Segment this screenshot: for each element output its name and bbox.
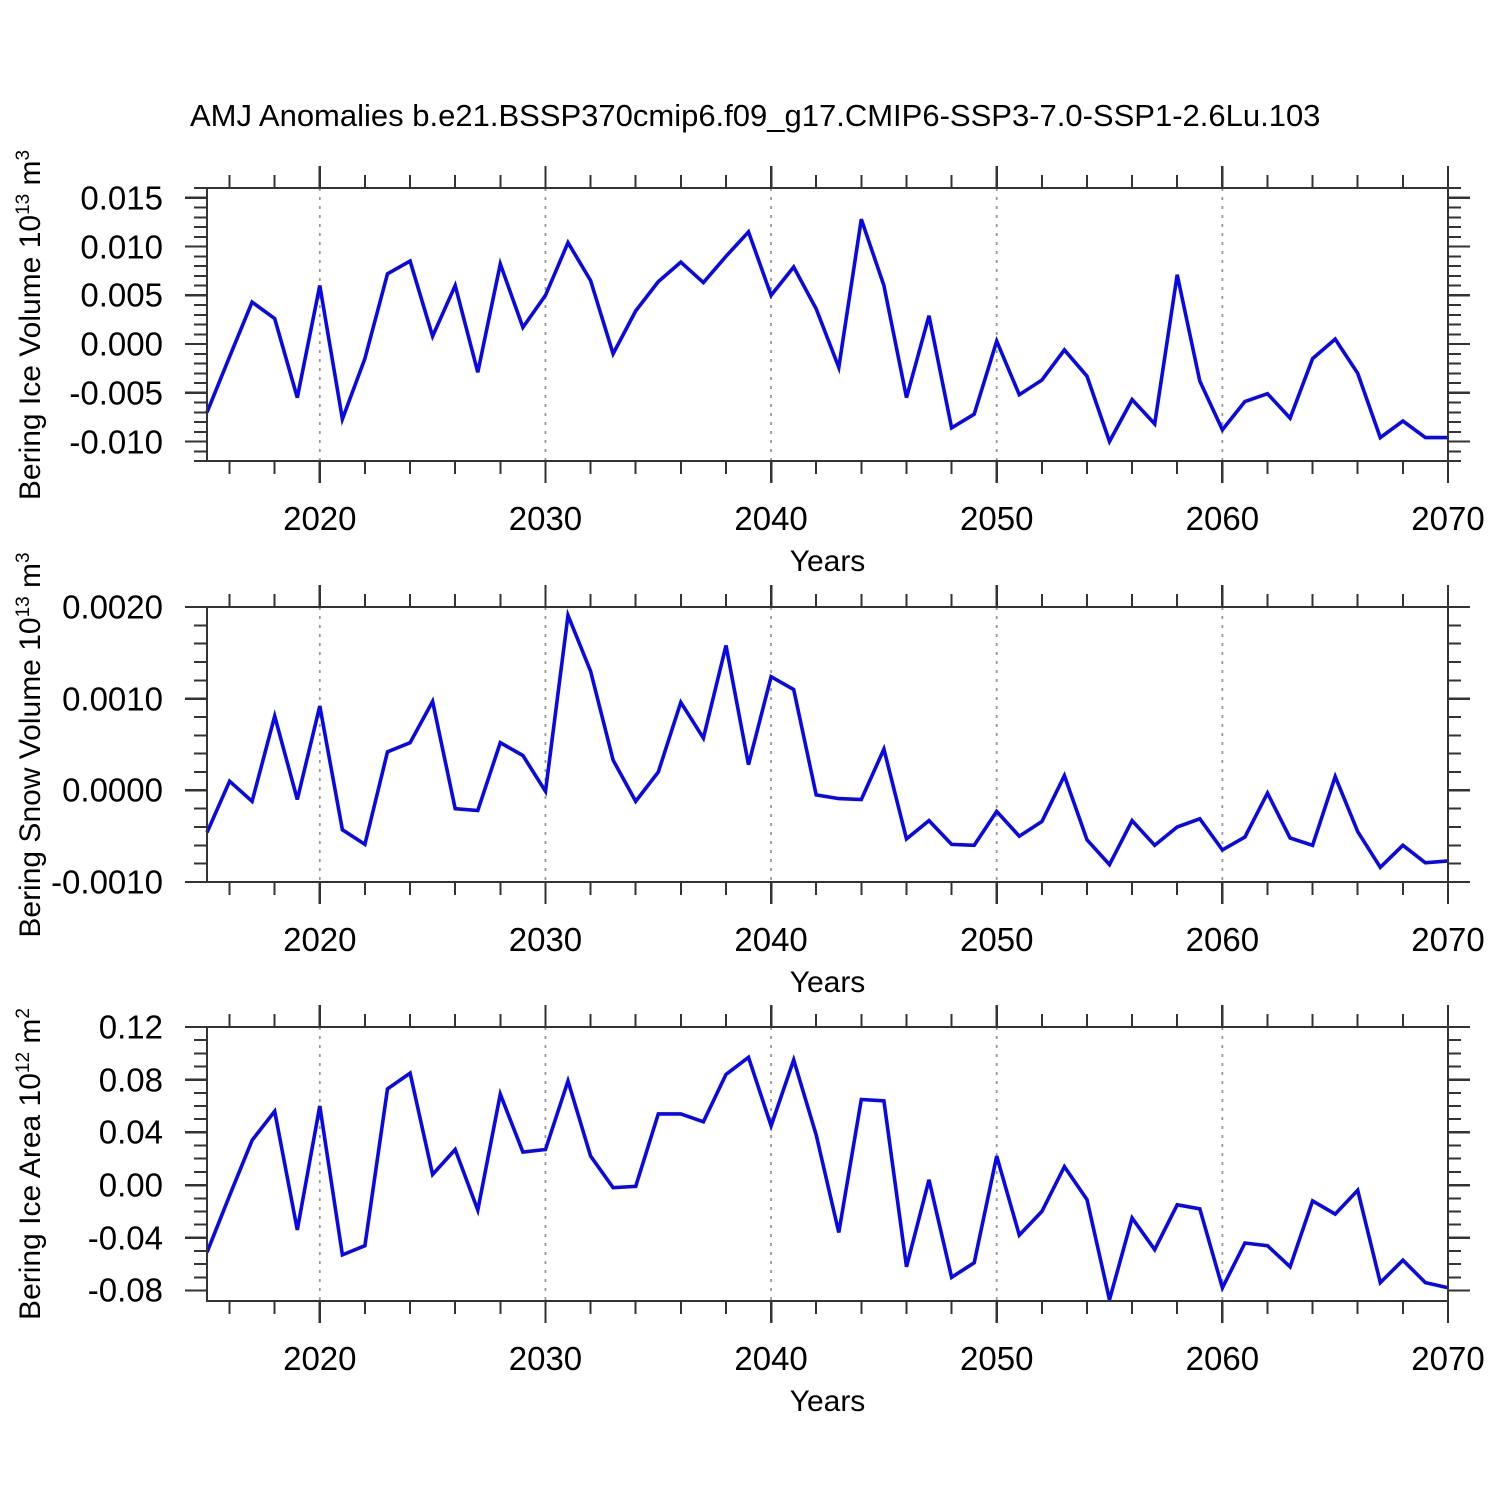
- ylabel-superscript: 13: [13, 595, 34, 617]
- x-axis-title: Years: [789, 966, 866, 999]
- y-tick-label: 0.0010: [62, 680, 163, 718]
- y-tick-label: 0.04: [98, 1113, 163, 1151]
- x-tick-label-2060: 2060: [1185, 1340, 1260, 1377]
- y-tick-label: 0.000: [80, 325, 163, 363]
- x-tick-label-2030: 2030: [508, 1340, 583, 1377]
- x-tick-label-2020: 2020: [283, 500, 357, 537]
- ylabel-superscript: 12: [13, 1051, 34, 1074]
- ice-volume-line: [205, 218, 1448, 446]
- panel-frame: [206, 606, 1449, 883]
- x-tick-label-2040: 2040: [734, 1340, 808, 1377]
- x-tick-label-2060: 2060: [1185, 921, 1260, 958]
- x-tick-label-2050: 2050: [960, 1340, 1034, 1377]
- y-tick-label: 0.00: [98, 1166, 163, 1204]
- x-tick-label-2020: 2020: [283, 1340, 357, 1377]
- y-tick-label: -0.010: [69, 423, 163, 460]
- y-tick-label: 0.0020: [62, 588, 163, 626]
- x-tick-label-2030: 2030: [508, 500, 583, 537]
- x-axis-title: Years: [789, 545, 866, 578]
- x-tick-label-2030: 2030: [508, 921, 583, 958]
- ylabel-text: m: [14, 1018, 47, 1052]
- x-axis-title: Years: [789, 1385, 866, 1418]
- ylabel-superscript: 3: [13, 149, 34, 160]
- panel-frame: [206, 1026, 1449, 1302]
- y-tick-label: -0.005: [69, 374, 163, 412]
- y-tick-label: -0.0010: [51, 863, 163, 901]
- x-tick-label-2040: 2040: [734, 921, 808, 958]
- ylabel-text: m: [14, 159, 47, 194]
- x-tick-label-2040: 2040: [734, 500, 808, 537]
- y-axis-title-ice-area: Bering Ice Area 1012 m2: [13, 1008, 47, 1320]
- x-tick-label-2070: 2070: [1411, 1340, 1485, 1377]
- panel-snow-volume: [185, 585, 1470, 904]
- ylabel-superscript: 2: [13, 1008, 34, 1019]
- x-tick-label-2050: 2050: [960, 921, 1034, 958]
- y-axis-title-ice-volume: Bering Ice Volume 1013 m3: [13, 149, 47, 500]
- y-tick-label: 0.08: [98, 1061, 163, 1099]
- x-tick-label-2070: 2070: [1411, 500, 1485, 537]
- x-tick-label-2070: 2070: [1411, 921, 1485, 958]
- x-tick-label-2020: 2020: [283, 921, 357, 958]
- y-tick-label: 0.12: [98, 1008, 163, 1046]
- ylabel-text: Bering Snow Volume 10: [14, 616, 47, 938]
- x-tick-label-2060: 2060: [1185, 500, 1260, 537]
- x-tick-label-2050: 2050: [960, 500, 1034, 537]
- panel-ice-area: [185, 1005, 1470, 1323]
- y-tick-label: 0.0000: [62, 771, 163, 809]
- snow-volume-line: [205, 608, 1449, 871]
- plot-title: AMJ Anomalies b.e21.BSSP370cmip6.f09_g17…: [190, 98, 1321, 133]
- y-tick-label: 0.010: [80, 228, 163, 265]
- y-tick-label: -0.08: [87, 1271, 163, 1309]
- y-tick-label: 0.015: [80, 179, 163, 217]
- ylabel-text: m: [14, 562, 47, 596]
- y-axis-title-snow-volume: Bering Snow Volume 1013 m3: [13, 551, 47, 938]
- ylabel-text: Bering Ice Volume 10: [14, 214, 47, 500]
- panel-frame: [206, 187, 1449, 462]
- panel-ice-volume: [185, 166, 1470, 483]
- y-tick-label: -0.04: [87, 1219, 163, 1257]
- y-tick-label: 0.005: [80, 276, 163, 314]
- ice-area-line: [205, 1054, 1449, 1301]
- ylabel-text: Bering Ice Area 10: [14, 1073, 47, 1320]
- ylabel-superscript: 13: [13, 193, 34, 215]
- ylabel-superscript: 3: [13, 551, 34, 563]
